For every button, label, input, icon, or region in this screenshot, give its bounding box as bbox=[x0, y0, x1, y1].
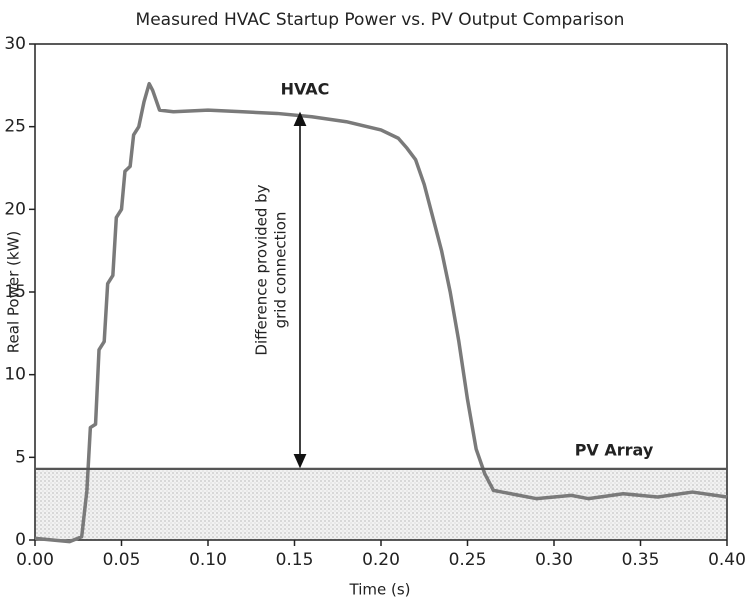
x-tick-label: 0.30 bbox=[535, 550, 573, 570]
x-tick-label: 0.00 bbox=[16, 550, 54, 570]
y-tick-label: 30 bbox=[4, 34, 26, 54]
x-tick-label: 0.15 bbox=[276, 550, 314, 570]
x-tick-label: 0.05 bbox=[103, 550, 141, 570]
x-tick-label: 0.10 bbox=[189, 550, 227, 570]
annotation: grid connection bbox=[272, 212, 290, 329]
x-tick-label: 0.35 bbox=[622, 550, 660, 570]
y-tick-label: 15 bbox=[4, 282, 26, 302]
y-tick-label: 5 bbox=[15, 447, 26, 467]
x-axis-label: Time (s) bbox=[349, 581, 411, 599]
y-tick-label: 0 bbox=[15, 530, 26, 550]
annotation: PV Array bbox=[575, 441, 654, 460]
y-tick-label: 10 bbox=[4, 365, 26, 385]
x-tick-label: 0.25 bbox=[449, 550, 487, 570]
plot-area: 0 5 10 15 20 25 30 0.00 0.05 0.10 0.15 0.20 0.25 0.30… bbox=[4, 34, 746, 570]
chart-title: Measured HVAC Startup Power vs. PV Outpu… bbox=[136, 10, 625, 30]
y-axis-label: Real Power (kW) bbox=[5, 231, 23, 353]
x-tick-label: 0.20 bbox=[362, 550, 400, 570]
annotation: HVAC bbox=[281, 80, 330, 99]
y-tick-label: 25 bbox=[4, 117, 26, 137]
y-tick-label: 20 bbox=[4, 199, 26, 219]
annotation: Difference provided by bbox=[253, 184, 271, 355]
x-tick-label: 0.40 bbox=[708, 550, 746, 570]
pv-area bbox=[35, 468, 727, 540]
